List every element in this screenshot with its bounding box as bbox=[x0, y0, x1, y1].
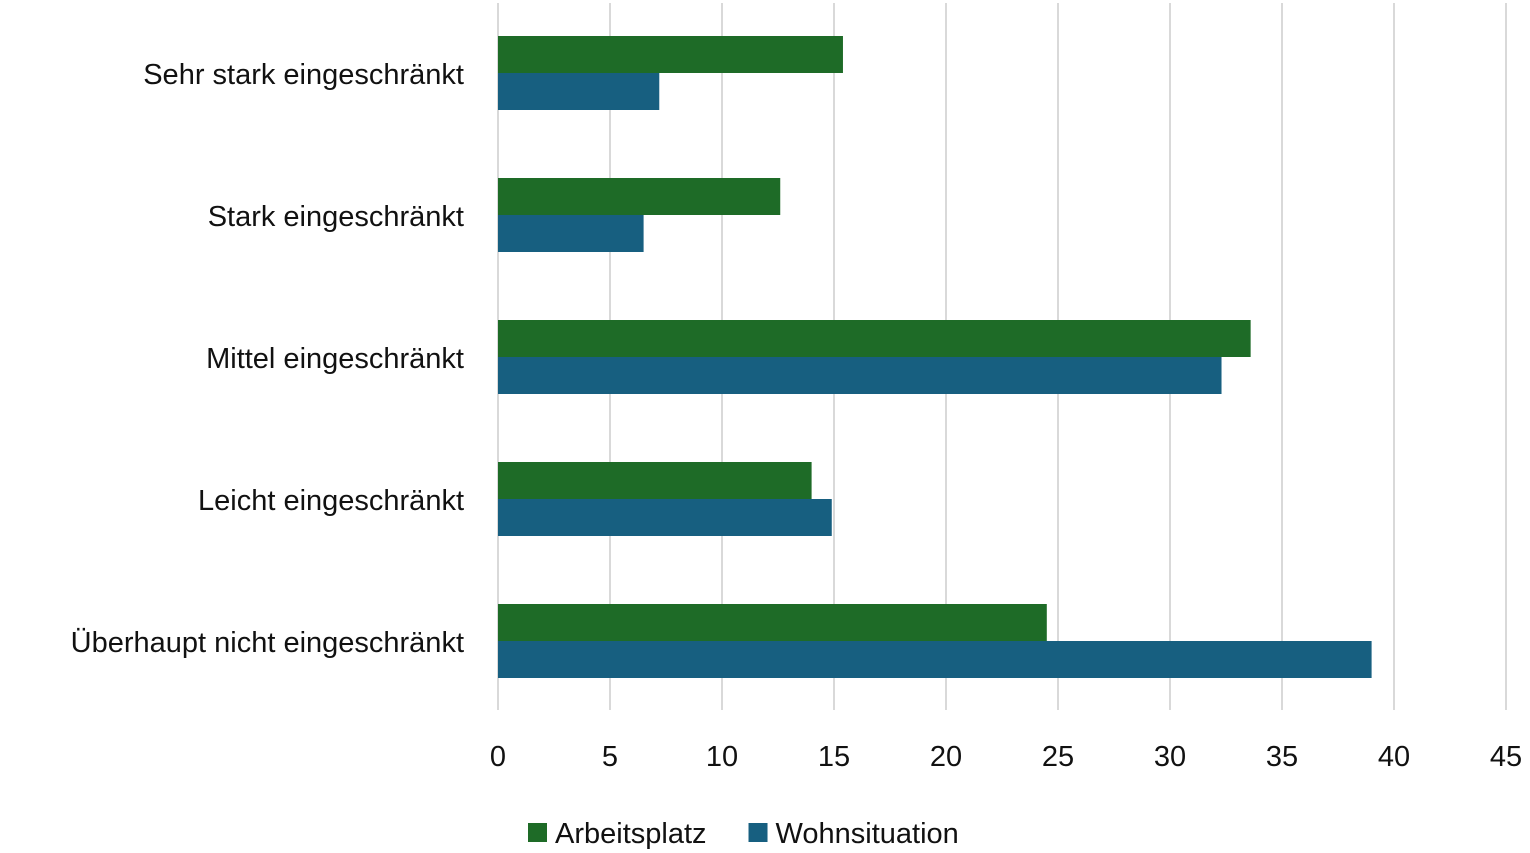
x-tick-label: 15 bbox=[818, 741, 850, 773]
x-tick-label: 45 bbox=[1490, 741, 1522, 773]
bar-wohnsituation bbox=[498, 73, 660, 110]
bar-arbeitsplatz bbox=[498, 320, 1251, 357]
bar-arbeitsplatz bbox=[498, 462, 812, 499]
x-tick-labels: 0 5 10 15 20 25 30 35 40 45 bbox=[490, 741, 1522, 773]
x-tick-label: 30 bbox=[1154, 741, 1186, 773]
x-tick-label: 35 bbox=[1266, 741, 1298, 773]
legend-swatch-arbeitsplatz bbox=[528, 823, 547, 842]
legend-label: Wohnsituation bbox=[776, 818, 959, 850]
x-tick-label: 10 bbox=[706, 741, 738, 773]
x-tick-label: 25 bbox=[1042, 741, 1074, 773]
category-label: Leicht eingeschränkt bbox=[198, 485, 464, 517]
x-tick-label: 20 bbox=[930, 741, 962, 773]
bar-wohnsituation bbox=[498, 499, 832, 536]
bar-arbeitsplatz bbox=[498, 178, 781, 215]
legend-swatch-wohnsituation bbox=[748, 823, 768, 842]
bars bbox=[498, 36, 1372, 678]
bar-wohnsituation bbox=[498, 215, 644, 252]
category-label: Sehr stark eingeschränkt bbox=[143, 59, 464, 91]
category-labels: Sehr stark eingeschränkt Stark eingeschrä… bbox=[71, 59, 464, 659]
category-label: Mittel eingeschränkt bbox=[206, 343, 464, 375]
category-label: Überhaupt nicht eingeschränkt bbox=[71, 627, 464, 659]
bar-arbeitsplatz bbox=[498, 604, 1047, 641]
category-label: Stark eingeschränkt bbox=[208, 201, 464, 233]
legend: Arbeitsplatz Wohnsituation bbox=[528, 818, 959, 850]
bar-wohnsituation bbox=[498, 641, 1372, 678]
bar-wohnsituation bbox=[498, 357, 1222, 394]
x-tick-label: 5 bbox=[602, 741, 618, 773]
x-tick-label: 40 bbox=[1378, 741, 1410, 773]
legend-label: Arbeitsplatz bbox=[555, 818, 707, 850]
bar-arbeitsplatz bbox=[498, 36, 843, 73]
x-tick-label: 0 bbox=[490, 741, 506, 773]
